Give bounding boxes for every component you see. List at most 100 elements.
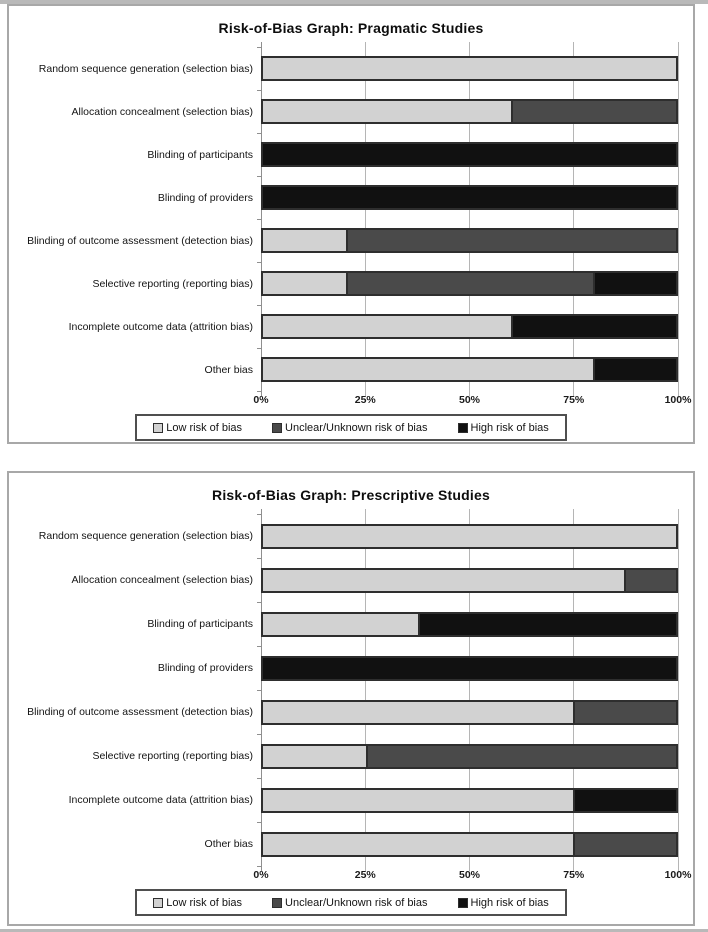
legend-label: Unclear/Unknown risk of bias (285, 421, 428, 434)
legend-item-low: Low risk of bias (153, 897, 242, 909)
chart-row (261, 558, 678, 602)
bar-segment-high (417, 613, 676, 635)
category-axis-tick (257, 132, 261, 134)
bar-segment-high (263, 187, 676, 208)
category-axis-tick (257, 175, 261, 177)
x-axis-tick-label: 25% (354, 394, 376, 406)
category-label: Random sequence generation (selection bi… (38, 62, 253, 75)
bar-segment-low (263, 58, 676, 79)
x-axis-tick-label: 0% (253, 394, 269, 406)
chart-row (261, 305, 678, 348)
category-label: Blinding of providers (157, 191, 253, 204)
legend-item-high: High risk of bias (457, 896, 549, 909)
stacked-bar (261, 185, 678, 210)
chart-title: Risk-of-Bias Graph: Prescriptive Studies (212, 487, 490, 503)
bar-segment-unclear (572, 833, 676, 855)
stacked-bar (261, 787, 678, 813)
chart-panel-prescriptive: Risk-of-Bias Graph: Prescriptive Studies… (7, 471, 695, 926)
category-axis-tick (257, 865, 261, 867)
legend-swatch-icon (457, 422, 468, 433)
chart-panel-pragmatic: Risk-of-Bias Graph: Pragmatic Studies Ra… (7, 4, 695, 444)
bar-segment-low (263, 833, 573, 855)
legend-label: Low risk of bias (166, 896, 243, 909)
stacked-bar (261, 655, 678, 681)
legend-label: Unclear/Unknown risk of bias (285, 896, 428, 909)
legend-swatch-icon (153, 422, 164, 433)
bar-segment-high (263, 657, 676, 679)
chart-row (261, 176, 678, 219)
category-axis-tick (257, 261, 261, 263)
stacked-bar (261, 357, 678, 382)
category-axis: Random sequence generation (selection bi… (9, 47, 261, 391)
bar-segment-low (263, 701, 573, 723)
bar-segment-low (263, 745, 367, 767)
bar-rows (261, 47, 678, 391)
category-axis-tick (257, 89, 261, 91)
chart-row (261, 602, 678, 646)
chart-row (261, 778, 678, 822)
chart-row (261, 690, 678, 734)
category-axis-tick (257, 557, 261, 559)
x-axis-tick-label: 75% (563, 869, 585, 881)
bar-segment-low (263, 569, 625, 591)
category-label: Other bias (204, 363, 253, 376)
bar-segment-unclear (345, 230, 676, 251)
category-label: Blinding of providers (157, 662, 253, 674)
chart-row (261, 734, 678, 778)
gridline (364, 42, 366, 396)
category-label: Selective reporting (reporting bias) (92, 750, 254, 762)
bar-segment-unclear (345, 273, 594, 294)
legend: Low risk of bias Unclear/Unknown risk of … (135, 889, 567, 916)
stacked-bar (261, 99, 678, 124)
stacked-bar (261, 567, 678, 593)
legend-swatch-icon (272, 897, 283, 908)
category-axis-line (260, 509, 262, 871)
chart-row (261, 646, 678, 690)
category-label: Incomplete outcome data (attrition bias) (68, 794, 253, 806)
stacked-bar (261, 271, 678, 296)
category-axis-tick (257, 601, 261, 603)
x-axis-tick-label: 75% (563, 394, 585, 406)
category-axis-tick (257, 218, 261, 220)
category-label: Incomplete outcome data (attrition bias) (68, 320, 253, 333)
chart-row (261, 262, 678, 305)
gridline (469, 42, 470, 396)
gridline (364, 509, 366, 871)
stacked-bar (261, 314, 678, 339)
category-axis-tick (257, 513, 261, 515)
category-label: Other bias (204, 838, 253, 850)
stacked-bar (261, 142, 678, 167)
stacked-bar (261, 611, 678, 637)
legend: Low risk of bias Unclear/Unknown risk of … (135, 414, 567, 441)
category-axis-line (260, 42, 262, 396)
legend-swatch-icon (153, 897, 164, 908)
bar-segment-high (593, 273, 676, 294)
chart-row (261, 219, 678, 262)
gridlines (257, 42, 679, 396)
legend-swatch-icon (272, 422, 283, 433)
stacked-bar (261, 523, 678, 549)
gridline (573, 42, 575, 396)
bar-segment-low (263, 525, 676, 547)
risk-of-bias-chart: Random sequence generation (selection bi… (9, 509, 693, 916)
bar-segment-low (263, 273, 346, 294)
category-label: Random sequence generation (selection bi… (38, 530, 253, 542)
legend-item-unclear: Unclear/Unknown risk of bias (272, 896, 428, 909)
gridline (677, 509, 679, 871)
legend-item-high: High risk of bias (457, 421, 549, 434)
gridline (573, 509, 575, 871)
bar-segment-high (572, 789, 676, 811)
bar-segment-low (263, 101, 511, 122)
gridlines (257, 509, 679, 871)
bar-segment-low (263, 613, 418, 635)
legend-label: High risk of bias (470, 421, 549, 434)
bar-segment-unclear (572, 701, 676, 723)
gridline (677, 42, 679, 396)
stacked-bar (261, 831, 678, 857)
chart-row (261, 133, 678, 176)
category-label: Blinding of participants (147, 148, 253, 161)
category-axis-tick (257, 390, 261, 392)
legend-label: High risk of bias (470, 896, 549, 909)
value-axis: 0% 25% 50% 75% 100% (253, 394, 691, 409)
chart-title: Risk-of-Bias Graph: Pragmatic Studies (218, 20, 484, 36)
